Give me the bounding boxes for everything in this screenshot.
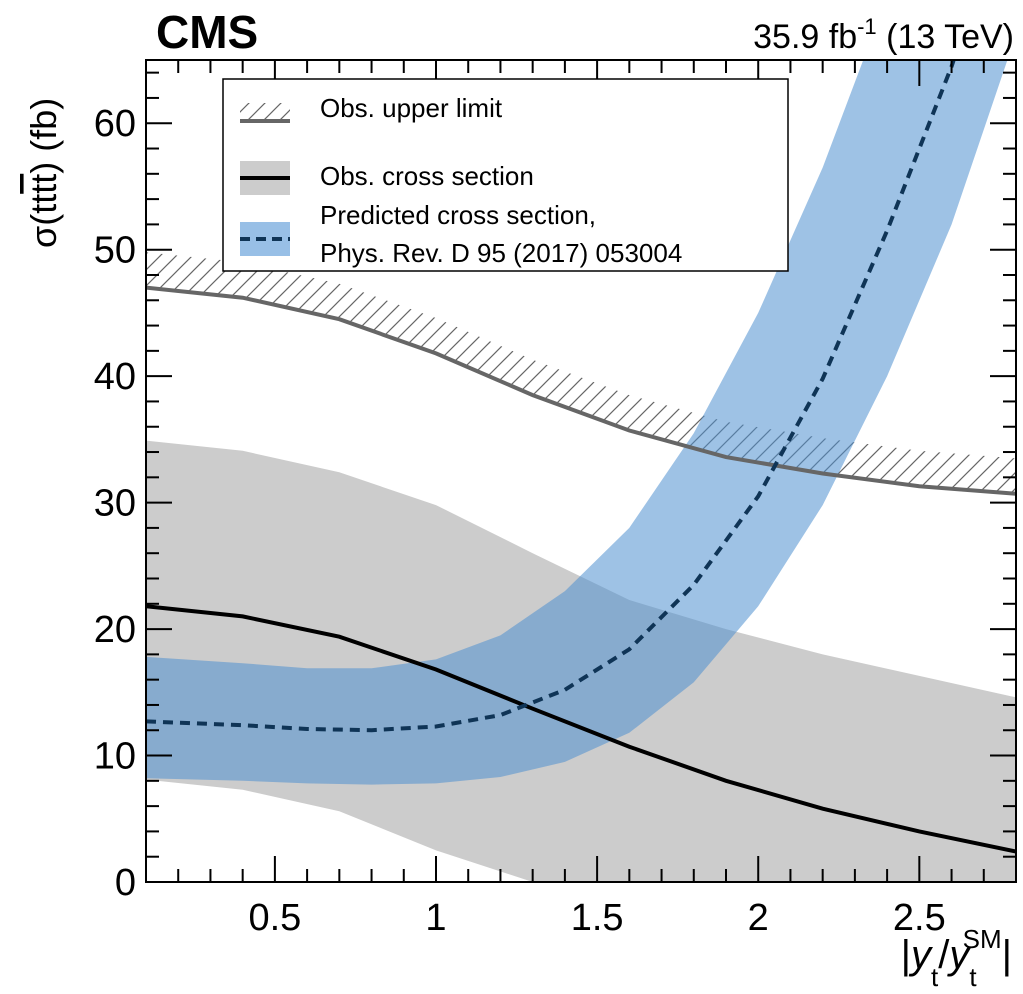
x-tick-label: 2.5 [893,897,946,939]
legend-upper-limit-label: Obs. upper limit [320,93,503,123]
legend-pred-label-line1: Predicted cross section, [320,200,596,230]
legend-entry-predicted: Predicted cross section, Phys. Rev. D 95… [240,200,682,268]
x-tick-label: 1 [425,897,446,939]
legend-obs-xsec-label: Obs. cross section [320,161,534,191]
x-title-t1: t [931,962,939,992]
x-tick-label: 1.5 [571,897,624,939]
legend: Obs. upper limit Obs. cross section Pred… [222,78,789,272]
x-title-t2: t [969,962,977,992]
upper-limit-hatch-group [146,252,1016,494]
y-title-close: ) [23,162,64,174]
obs-upper-limit-line [146,285,1016,496]
legend-pred-label-line2: Phys. Rev. D 95 (2017) 053004 [320,238,682,268]
x-axis-title: |yt/ytSM| [901,924,1012,992]
legend-entry-obs-xsec: Obs. cross section [240,161,534,195]
cms-label: CMS [156,6,258,58]
x-tick-labels: 0.5 1 1.5 2 2.5 [248,897,945,939]
x-tick-label: 2 [748,897,769,939]
x-title-sm: SM [963,924,1002,954]
x-title-bar1: | [901,933,911,977]
legend-hatch-swatch [240,103,290,119]
y-tick-label: 40 [94,356,136,398]
y-title-bar: tt [23,174,64,194]
plot-area [146,60,1016,882]
y-tick-label: 10 [94,736,136,778]
lumi-value: 35.9 fb [753,18,857,56]
pred-band-group [146,60,1008,785]
svg-text:σ(tttt) (fb): σ(tttt) (fb) [23,98,64,248]
y-tick-label: 50 [94,230,136,272]
x-title-bar2: | [1002,933,1012,977]
x-title-y1: y [908,933,934,977]
lumi-exponent: -1 [857,14,877,39]
plot-frame [145,59,1017,883]
axis-ticks [146,60,1016,883]
obs-xsec-line [146,604,1016,854]
x-title-slash: / [938,933,950,977]
lines-group [146,60,1016,854]
y-axis-title: σ(tttt) (fb) [23,98,64,248]
y-tick-label: 30 [94,483,136,525]
legend-entry-upper-limit: Obs. upper limit [240,93,503,123]
y-tick-label: 0 [115,862,136,904]
pred-xsec-band [146,60,1008,785]
y-tick-labels: 0 10 20 30 40 50 60 [94,103,136,904]
y-tick-label: 20 [94,609,136,651]
pred-xsec-line [146,60,956,733]
x-title-y2: y [946,933,972,977]
y-title-unit: (fb) [23,98,64,162]
upper-limit-hatch [146,252,1016,494]
y-title-main: σ(tt [23,194,64,248]
legend-box [222,78,789,272]
x-tick-label: 0.5 [248,897,301,939]
energy-label: (13 TeV) [877,18,1014,56]
y-tick-label: 60 [94,103,136,145]
lumi-label: 35.9 fb-1 (13 TeV) [753,14,1014,56]
